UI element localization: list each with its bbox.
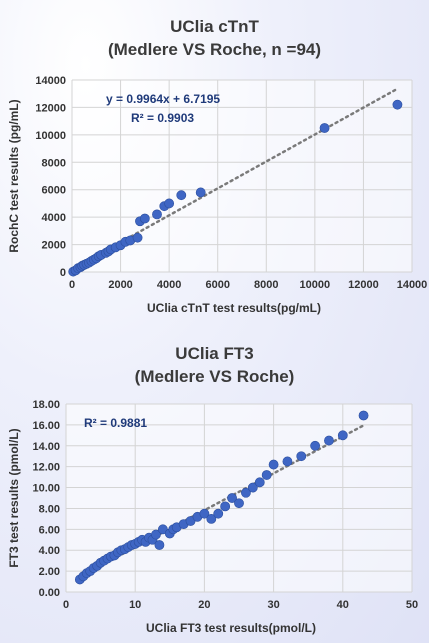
x-tick-label: 0 [63, 599, 69, 611]
data-point [154, 540, 165, 550]
y-tick-label: 4.00 [39, 545, 60, 557]
data-point [132, 232, 143, 243]
y-axis-label: FT3 test results (pmol/L) [7, 428, 21, 567]
y-tick-label: 10000 [35, 130, 66, 142]
chart2-subtitle: (Medlere VS Roche) [134, 367, 295, 386]
y-tick-label: 2000 [42, 240, 66, 252]
y-tick-label: 18.00 [32, 399, 60, 411]
x-tick-label: 4000 [157, 279, 181, 291]
chart-2: 0 10 20 30 40 50 0.00 2.00 4.00 6.00 8.00 10.00 12.0… [7, 399, 418, 635]
data-point [268, 459, 279, 470]
y-tick-label: 14000 [35, 75, 66, 87]
data-point [227, 493, 237, 503]
data-point [206, 513, 217, 524]
y-tick-label: 14.00 [32, 441, 60, 453]
data-point [296, 451, 307, 462]
x-tick-label: 10 [129, 599, 141, 611]
chart-1: 0 2000 4000 6000 8000 10000 12000 14000 0 2000 400… [7, 75, 427, 315]
y-tick-label: 6.00 [39, 524, 60, 536]
y-tick-label: 8.00 [39, 503, 60, 515]
y-tick-label: 4000 [42, 212, 66, 224]
x-tick-label: 14000 [397, 279, 428, 291]
data-point [176, 190, 187, 201]
data-point [195, 187, 206, 198]
data-point [310, 440, 321, 451]
data-point [241, 487, 251, 498]
data-point [139, 213, 150, 224]
data-point [234, 498, 244, 509]
data-point [261, 470, 272, 480]
data-point [213, 508, 224, 519]
x-axis-label: UClia FT3 test results(pmol/L) [146, 621, 316, 635]
data-point [199, 508, 210, 519]
y-tick-label: 12.00 [32, 462, 60, 474]
data-point [337, 430, 348, 441]
chart2-title: UClia FT3 [175, 344, 254, 363]
data-point [254, 477, 265, 488]
chart-annotation: y = 0.9964x + 6.7195 [106, 92, 220, 106]
x-tick-label: 30 [267, 599, 279, 611]
x-tick-label: 2000 [108, 279, 132, 291]
data-point [220, 501, 231, 512]
data-point [324, 435, 334, 446]
chart-annotation: R² = 0.9881 [84, 416, 147, 430]
data-point [392, 99, 403, 110]
x-tick-label: 6000 [205, 279, 229, 291]
chart-annotation: R² = 0.9903 [131, 111, 194, 125]
y-tick-label: 0 [60, 267, 66, 279]
y-tick-label: 8000 [42, 157, 66, 169]
x-tick-label: 8000 [254, 279, 278, 291]
x-tick-label: 40 [337, 599, 349, 611]
y-axis-label: RochC test results (pg/mL) [7, 99, 21, 252]
data-point [152, 209, 162, 220]
y-tick-label: 10.00 [32, 483, 60, 495]
data-point [358, 410, 369, 421]
x-tick-label: 0 [69, 279, 75, 291]
data-point [151, 529, 161, 540]
chart1-subtitle: (Medlere VS Roche, n =94) [107, 40, 322, 59]
chart1-title: UClia cTnT [170, 17, 259, 36]
y-tick-label: 6000 [42, 185, 66, 197]
y-tick-label: 16.00 [32, 420, 60, 432]
x-tick-label: 10000 [300, 279, 331, 291]
plot-area [66, 404, 412, 592]
data-point [164, 198, 175, 209]
y-tick-label: 0.00 [39, 587, 60, 599]
x-tick-label: 20 [198, 599, 210, 611]
data-point [319, 123, 330, 133]
y-tick-label: 12000 [35, 102, 66, 114]
x-axis-label: UClia cTnT test results(pg/mL) [147, 301, 321, 315]
data-point [282, 456, 293, 467]
x-tick-label: 50 [406, 599, 418, 611]
y-tick-label: 2.00 [39, 566, 60, 578]
x-tick-label: 12000 [348, 279, 379, 291]
data-point [247, 482, 258, 493]
